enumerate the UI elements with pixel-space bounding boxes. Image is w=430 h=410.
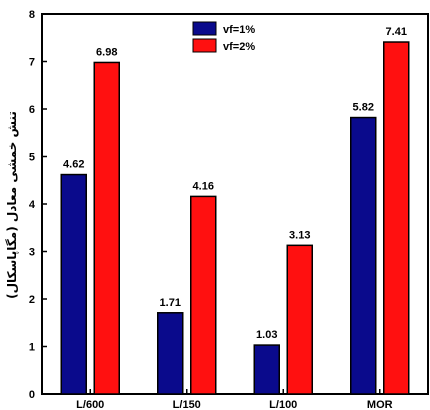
y-tick-label: 2 — [29, 294, 35, 306]
bar-vf2-1 — [190, 195, 217, 395]
y-tick-label: 6 — [29, 104, 35, 116]
x-tick-label: MOR — [367, 399, 393, 410]
data-label: 3.13 — [289, 229, 310, 241]
x-tick-label: L/150 — [173, 399, 201, 410]
y-tick-label: 8 — [29, 9, 35, 21]
y-tick-label: 5 — [29, 152, 35, 164]
bar-vf1-3 — [350, 116, 377, 395]
bar-vf2-3 — [383, 41, 410, 395]
data-label: 1.03 — [256, 329, 277, 341]
legend: vf=1% vf=2% — [192, 21, 255, 53]
legend-label: vf=1% — [223, 24, 255, 36]
y-axis-ticks: 0 1 2 3 4 5 6 7 8 — [29, 9, 47, 401]
bar-vf1-1 — [157, 312, 184, 395]
y-tick-label: 0 — [29, 389, 35, 401]
legend-swatch — [192, 38, 217, 53]
y-tick-label: 3 — [29, 247, 35, 259]
legend-label: vf=2% — [223, 41, 255, 53]
x-axis-ticks: L/600 L/150 L/100 MOR — [76, 389, 393, 410]
legend-swatch — [192, 21, 217, 36]
data-label: 5.82 — [353, 102, 374, 114]
bar-vf1-0 — [60, 173, 87, 395]
data-label: 1.71 — [160, 297, 181, 309]
bars — [60, 41, 410, 395]
x-tick-label: L/600 — [76, 399, 104, 410]
y-tick-label: 7 — [29, 57, 35, 69]
x-tick-label: L/100 — [269, 399, 297, 410]
data-label: 7.41 — [386, 26, 407, 38]
data-label: 4.62 — [63, 159, 84, 171]
data-label: 6.98 — [96, 46, 117, 58]
y-tick-label: 4 — [29, 199, 36, 211]
bar-vf2-0 — [93, 61, 120, 395]
y-axis-label: تنش خمشی معادل (مگاپاسکال) — [5, 111, 19, 299]
bar-vf1-2 — [253, 344, 280, 395]
data-label: 4.16 — [193, 180, 214, 192]
y-tick-label: 1 — [29, 342, 35, 354]
bar-vf2-2 — [286, 244, 313, 395]
data-labels: 4.62 6.98 1.71 4.16 1.03 3.13 5.82 7.41 — [63, 26, 407, 341]
